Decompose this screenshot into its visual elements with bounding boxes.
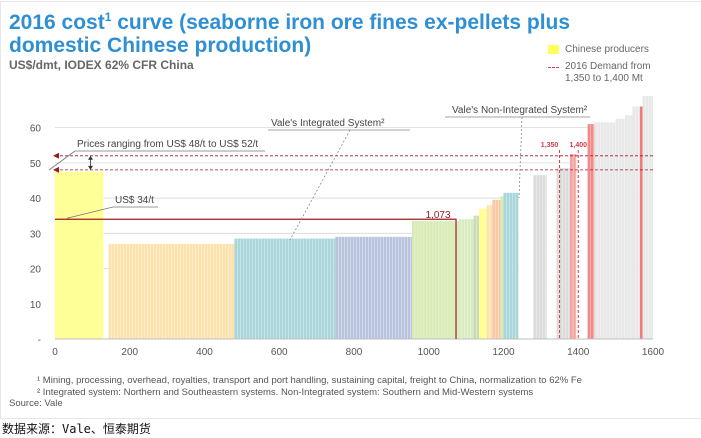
title-main: 2016 cost: [9, 11, 105, 34]
cost-bar: [518, 192, 527, 339]
data-source: 数据来源：Vale、恒泰期货: [2, 422, 151, 436]
legend-item-chinese-producers: Chinese producers: [548, 44, 665, 56]
x-tick-label: 1400: [567, 347, 590, 358]
y-tick-label: 50: [30, 159, 42, 170]
legend-item-demand: 2016 Demand from 1,350 to 1,400 Mt: [548, 61, 665, 85]
cost-bar: [335, 236, 412, 339]
price-range-arrowhead-down: [88, 165, 94, 170]
price-range-label: Prices ranging from US$ 48/t to US$ 52/t: [77, 139, 258, 150]
chart-title: 2016 cost1 curve (seaborne iron ore fine…: [9, 6, 649, 57]
vale-cost-label: US$ 34/t: [115, 195, 154, 206]
cost-curve-chart: 20 30 40 50 60 10 -0 200 400 600 800 1000 1200 1400 16…: [30, 95, 665, 358]
cost-bar: [594, 122, 616, 339]
non-integrated-system-label: Vale's Non-Integrated System²: [452, 105, 588, 116]
y-tick-label: 30: [30, 229, 42, 240]
y-tick-label: 60: [30, 124, 42, 135]
x-tick-label: 400: [196, 347, 213, 358]
title-footnote-mark: 1: [104, 10, 112, 24]
source-note: Source: Vale: [9, 398, 63, 409]
cost-bar: [587, 124, 595, 339]
price-low-arrow: [53, 166, 59, 173]
cost-bar: [411, 220, 459, 339]
cost-bar: [556, 168, 571, 339]
bar-hatching: [57, 95, 652, 339]
cost-bar: [533, 175, 547, 339]
x-tick-label: 800: [346, 347, 363, 358]
cost-bar: [639, 106, 643, 339]
title-rest: curve (seaborne iron ore fines ex-pellet…: [9, 11, 571, 57]
vale-cost-leader: [66, 206, 114, 219]
cost-bar: [624, 115, 633, 340]
non-integrated-leader: [518, 116, 523, 199]
cost-bar: [615, 118, 625, 339]
cost-bar: [632, 106, 640, 339]
legend-dashed-line: [548, 67, 559, 68]
cost-bar: [500, 196, 504, 339]
integrated-leader: [289, 129, 351, 241]
slide: 2016 cost1 curve (seaborne iron ore fine…: [0, 1, 701, 419]
price-range-arrowhead-up: [88, 155, 94, 160]
y-tick-label: 40: [30, 194, 42, 205]
chart-subtitle: US$/dmt, IODEX 62% CFR China: [9, 58, 194, 72]
footnotes: ¹ Mining, processing, overhead, royaltie…: [9, 375, 582, 410]
legend: Chinese producers 2016 Demand from 1,350…: [548, 44, 665, 90]
cost-bar: [492, 199, 501, 339]
vale-volume-label: 1,073: [426, 210, 451, 221]
y-tick-label: 10: [30, 300, 42, 311]
cost-bar: [526, 191, 534, 339]
x-tick-label: 1000: [418, 347, 441, 358]
cost-bar: [642, 95, 653, 340]
x-tick-label: 0: [52, 347, 58, 358]
legend-swatch-yellow: [548, 45, 559, 54]
integrated-system-label: Vale's Integrated System²: [271, 118, 385, 129]
y-tick-label: 20: [30, 265, 42, 276]
x-tick-label: 1600: [642, 347, 665, 358]
cost-bar: [458, 219, 474, 339]
x-tick-label: 1200: [492, 347, 515, 358]
price-high-arrow: [53, 152, 59, 159]
cost-bar: [576, 152, 588, 339]
footnote-1: ¹ Mining, processing, overhead, royaltie…: [37, 375, 582, 386]
legend-label-demand: 2016 Demand from 1,350 to 1,400 Mt: [565, 61, 651, 84]
x-tick-label: 600: [271, 347, 288, 358]
vale-cost-box: [55, 218, 457, 339]
demand-high-label: 1,400: [569, 142, 587, 149]
cost-bar: [503, 192, 519, 339]
y-tick-label: -: [38, 335, 41, 346]
footnote-2: ² Integrated system: Northern and Southe…: [37, 386, 534, 398]
legend-label-chinese-producers: Chinese producers: [565, 44, 649, 55]
price-range-leader: [48, 150, 76, 171]
cost-bar: [546, 173, 557, 339]
demand-low-label: 1,350: [541, 142, 559, 149]
x-tick-label: 200: [121, 347, 138, 358]
cost-bar: [479, 208, 487, 339]
